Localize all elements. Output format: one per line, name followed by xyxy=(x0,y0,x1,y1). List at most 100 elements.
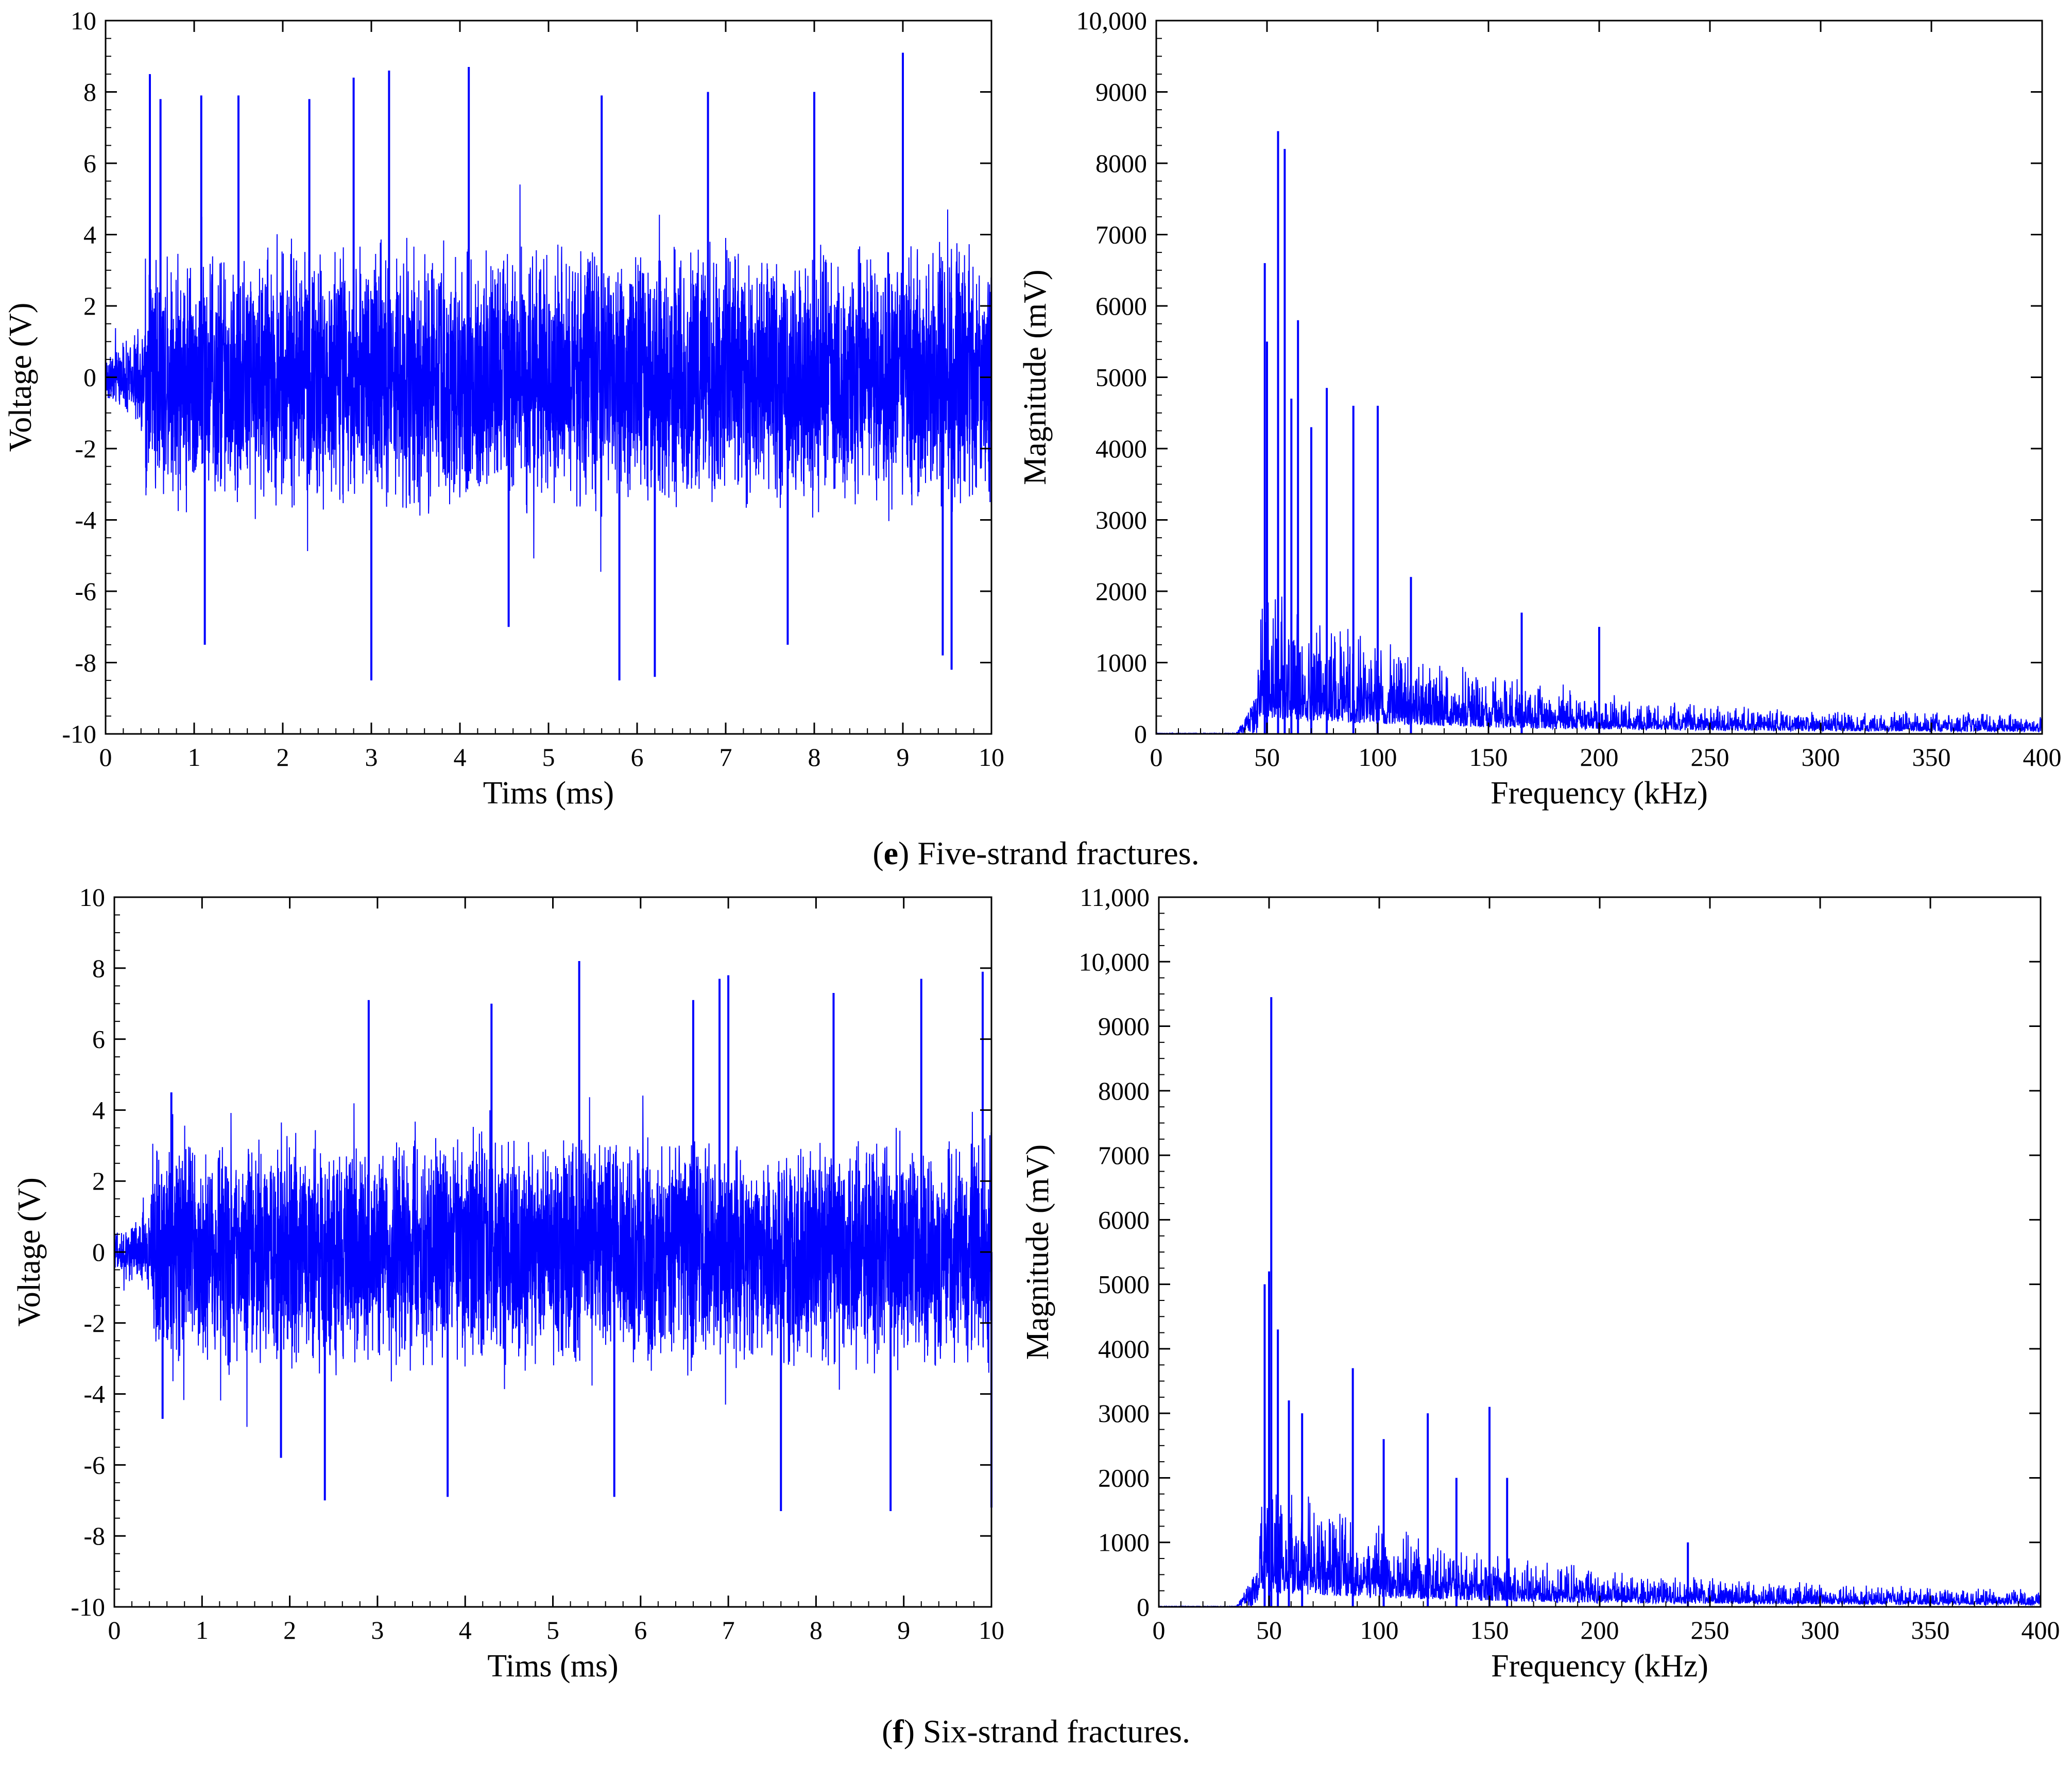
chart-five-strand-frequency: 0 50 100 150 200 250 300 350 4000100020003000400… xyxy=(1018,6,2062,811)
y-tick-label: 9000 xyxy=(1098,1012,1150,1041)
signal-trace xyxy=(114,1095,992,1427)
x-tick-label: 1 xyxy=(196,1616,209,1644)
x-axis-title: Frequency (kHz) xyxy=(1491,1649,1708,1684)
y-tick-label: -6 xyxy=(75,577,96,606)
x-tick-label: 6 xyxy=(631,743,644,772)
x-tick-label: 3 xyxy=(365,743,378,772)
caption-f-letter: f xyxy=(893,1713,904,1750)
x-tick-label: 10 xyxy=(979,743,1004,772)
x-tick-label: 50 xyxy=(1256,1616,1282,1644)
caption-e-letter: e xyxy=(883,835,899,871)
caption-e-text: Five-strand fractures. xyxy=(917,835,1200,871)
y-axis-title: Magnitude (mV) xyxy=(1018,269,1053,485)
x-tick-label: 3 xyxy=(371,1616,384,1644)
y-tick-label: 2000 xyxy=(1095,577,1147,606)
y-tick-label: 10 xyxy=(71,6,96,35)
x-tick-label: 9 xyxy=(897,743,910,772)
x-tick-label: 200 xyxy=(1580,743,1619,772)
y-tick-label: -8 xyxy=(75,648,96,677)
y-tick-label: -10 xyxy=(62,719,96,748)
x-tick-label: 400 xyxy=(2022,1616,2060,1644)
y-tick-label: 3000 xyxy=(1095,506,1147,535)
x-tick-label: 300 xyxy=(1801,1616,1840,1644)
y-tick-label: -2 xyxy=(83,1309,105,1338)
y-tick-label: 6 xyxy=(83,149,96,178)
y-tick-label: 9000 xyxy=(1095,78,1147,107)
y-tick-label: 4000 xyxy=(1098,1334,1150,1363)
x-tick-label: 0 xyxy=(108,1616,121,1644)
y-tick-label: -6 xyxy=(83,1450,105,1479)
y-tick-label: 1000 xyxy=(1095,648,1147,677)
x-tick-label: 400 xyxy=(2023,743,2062,772)
y-tick-label: 5000 xyxy=(1095,363,1147,392)
y-tick-label: 6000 xyxy=(1098,1205,1150,1234)
y-tick-label: -4 xyxy=(75,506,96,535)
y-tick-label: 10 xyxy=(79,883,105,912)
x-tick-label: 0 xyxy=(1153,1616,1166,1644)
caption-e: (e) Five-strand fractures. xyxy=(872,835,1200,871)
x-tick-label: 2 xyxy=(283,1616,296,1644)
x-tick-label: 200 xyxy=(1581,1616,1619,1644)
x-tick-label: 150 xyxy=(1469,743,1508,772)
x-tick-label: 100 xyxy=(1359,743,1397,772)
y-tick-label: -8 xyxy=(83,1521,105,1550)
y-tick-label: 4000 xyxy=(1095,434,1147,463)
y-tick-label: 6 xyxy=(92,1025,105,1054)
y-tick-label: 2000 xyxy=(1098,1463,1150,1492)
x-axis-title: Frequency (kHz) xyxy=(1491,776,1708,811)
x-tick-label: 6 xyxy=(634,1616,647,1644)
y-tick-label: 4 xyxy=(83,220,96,249)
y-tick-label: 2 xyxy=(83,292,96,320)
x-tick-label: 250 xyxy=(1691,743,1729,772)
chart-five-strand-time: 0 1 2 3 4 5 6 7 8 9 10 -10 -8 -6 -4 -2 0 2 4 6 8 10 Tims (ms) V… xyxy=(3,6,1004,811)
x-tick-label: 8 xyxy=(808,743,821,772)
y-tick-label: 0 xyxy=(83,363,96,392)
x-tick-label: 300 xyxy=(1802,743,1840,772)
y-tick-label: -2 xyxy=(75,434,96,463)
y-tick-label: 8 xyxy=(92,954,105,983)
x-tick-label: 250 xyxy=(1691,1616,1729,1644)
x-tick-label: 8 xyxy=(810,1616,823,1644)
y-tick-label: 8 xyxy=(83,78,96,107)
x-tick-label: 150 xyxy=(1470,1616,1509,1644)
x-tick-label: 7 xyxy=(720,743,732,772)
x-tick-label: 5 xyxy=(542,743,555,772)
y-tick-label: 8000 xyxy=(1095,149,1147,178)
x-tick-label: 100 xyxy=(1360,1616,1399,1644)
y-tick-label: 0 xyxy=(1137,1592,1150,1621)
y-tick-label: 7000 xyxy=(1095,220,1147,249)
y-tick-label: 10,000 xyxy=(1076,6,1148,35)
y-axis-title: Voltage (V) xyxy=(12,1177,47,1327)
signal-trace xyxy=(1158,1487,2041,1608)
y-tick-label: 11,000 xyxy=(1080,883,1150,912)
x-tick-label: 7 xyxy=(722,1616,735,1644)
x-tick-label: 350 xyxy=(1911,1616,1950,1644)
y-tick-label: 8000 xyxy=(1098,1076,1150,1105)
chart-six-strand-time: 0 1 2 3 4 5 6 7 8 9 10 -10 -8 -6 -4 -2 0 2 4 6 8 10 Tims (ms) V… xyxy=(12,883,1004,1684)
y-axis-title: Voltage (V) xyxy=(3,303,38,452)
y-tick-label: 0 xyxy=(92,1238,105,1266)
x-tick-label: 9 xyxy=(897,1616,910,1644)
y-tick-label: -10 xyxy=(71,1592,105,1621)
y-tick-label: 3000 xyxy=(1098,1399,1150,1428)
x-tick-label: 2 xyxy=(277,743,289,772)
x-tick-label: 350 xyxy=(1912,743,1951,772)
plot-frame xyxy=(1158,896,2042,1608)
y-tick-label: 10,000 xyxy=(1079,947,1150,976)
caption-f-text: Six-strand fractures. xyxy=(923,1713,1190,1750)
y-tick-label: 4 xyxy=(92,1095,105,1124)
x-axis-title: Tims (ms) xyxy=(487,1649,618,1684)
x-tick-label: 0 xyxy=(99,743,112,772)
x-tick-label: 4 xyxy=(454,743,467,772)
y-tick-label: 6000 xyxy=(1095,292,1147,320)
signal-trace xyxy=(105,184,992,572)
x-tick-label: 1 xyxy=(188,743,201,772)
x-tick-label: 10 xyxy=(979,1616,1004,1644)
x-tick-label: 4 xyxy=(459,1616,472,1644)
y-tick-label: -4 xyxy=(83,1380,105,1409)
y-tick-label: 1000 xyxy=(1098,1528,1150,1557)
caption-f: (f) Six-strand fractures. xyxy=(882,1713,1190,1750)
chart-six-strand-frequency: 0 50 100 150 200 250 300 350 4000100020003000400… xyxy=(1020,883,2060,1684)
x-tick-label: 50 xyxy=(1254,743,1280,772)
